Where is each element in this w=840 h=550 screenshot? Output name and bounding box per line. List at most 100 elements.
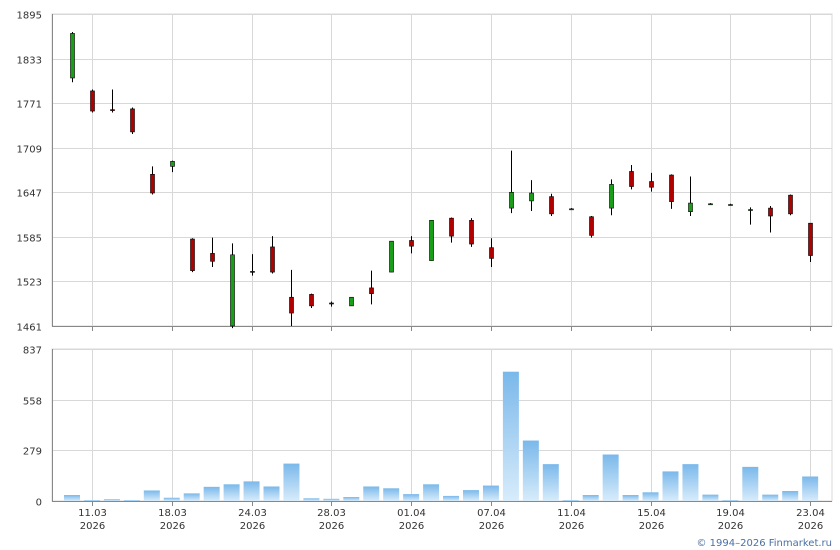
volume-bar — [502, 371, 519, 501]
candle-body — [230, 254, 235, 327]
x-tick-date-label: 23.04 — [796, 508, 825, 519]
volume-bar — [522, 440, 539, 501]
candle — [768, 205, 773, 233]
candle-body — [449, 217, 454, 237]
volume-bar — [642, 492, 659, 501]
volume-bar — [622, 495, 639, 501]
candle — [309, 293, 314, 309]
candle-body — [708, 203, 713, 206]
volume-bar — [143, 490, 160, 501]
candle-body — [649, 181, 654, 188]
x-tick-date-label: 15.04 — [637, 508, 666, 519]
candle — [230, 243, 235, 329]
x-tick-year-label: 2026 — [639, 521, 664, 532]
price-panel: 1461 1523 1585 1647 1709 1771 1833 1895 — [17, 11, 833, 334]
price-tick-label: 1461 — [17, 323, 42, 334]
candle-body — [788, 194, 793, 215]
candle-body — [110, 109, 115, 111]
x-tick-date-label: 11.04 — [557, 508, 586, 519]
x-tick-date-label: 01.04 — [397, 508, 426, 519]
candle-body — [210, 253, 215, 262]
volume-bar — [722, 500, 739, 502]
candle — [389, 240, 394, 273]
price-tick-label: 1523 — [17, 278, 42, 289]
candle — [429, 220, 434, 261]
volume-tick-label: 558 — [23, 397, 42, 408]
x-tick-year-label: 2026 — [399, 521, 424, 532]
candle — [70, 31, 75, 83]
candle-body — [150, 174, 155, 194]
candle-body — [349, 296, 354, 307]
volume-bar — [283, 463, 300, 501]
candle-body — [509, 191, 514, 209]
candle-body — [609, 184, 614, 209]
price-tick-label: 1647 — [17, 189, 42, 200]
candle-body — [669, 174, 674, 202]
candle — [669, 174, 674, 209]
volume-bar — [403, 494, 420, 501]
volume-bar — [562, 500, 579, 502]
volume-bar — [163, 497, 180, 501]
price-tick-label: 1709 — [17, 145, 42, 156]
x-tick-year-label: 2026 — [80, 521, 105, 532]
volume-bar — [183, 493, 200, 501]
x-tick-date-label: 07.04 — [477, 508, 506, 519]
candle — [449, 217, 454, 243]
candle — [349, 296, 354, 307]
candle — [529, 180, 534, 211]
candle — [808, 222, 813, 263]
candle-body — [309, 294, 314, 307]
x-tick-date-label: 11.03 — [78, 508, 107, 519]
candle-body — [589, 216, 594, 236]
candle — [569, 208, 574, 211]
candle — [210, 237, 215, 268]
volume-tick-label: 0 — [36, 498, 42, 509]
x-tick-year-label: 2026 — [319, 521, 344, 532]
volume-bar — [83, 500, 100, 502]
volume-bar — [802, 476, 819, 501]
volume-tick-label: 837 — [23, 346, 42, 357]
candle — [509, 150, 514, 214]
candle — [469, 218, 474, 247]
candle-body — [748, 209, 753, 211]
candle-body — [70, 33, 75, 79]
volume-bar — [243, 481, 260, 501]
volume-bar — [263, 486, 280, 501]
candle — [110, 89, 115, 113]
volume-bar — [303, 498, 320, 501]
candle — [748, 207, 753, 225]
x-axis: 11.03 2026 18.03 2026 24.03 2026 28.03 2026 01.0… — [78, 326, 825, 532]
candle — [170, 160, 175, 173]
candle — [90, 89, 95, 113]
candle — [589, 216, 594, 238]
candle-body — [549, 196, 554, 215]
price-plot-frame — [51, 13, 833, 327]
candle — [649, 172, 654, 192]
candle-body — [170, 161, 175, 167]
candle — [130, 107, 135, 135]
candle-body — [289, 296, 294, 314]
candle — [150, 166, 155, 195]
volume-bar — [123, 500, 140, 502]
candle-body — [270, 246, 275, 273]
candle — [728, 203, 733, 206]
x-tick-year-label: 2026 — [240, 521, 265, 532]
candle — [788, 194, 793, 216]
x-tick-date-label: 18.03 — [158, 508, 187, 519]
volume-bar — [383, 488, 400, 501]
candle-body — [389, 240, 394, 273]
candle-body — [250, 271, 255, 273]
candle-body — [768, 207, 773, 217]
candle — [549, 193, 554, 217]
volume-bar — [343, 497, 360, 501]
candle — [688, 176, 693, 217]
candle — [409, 236, 414, 254]
candle-body — [90, 90, 95, 112]
candle — [250, 254, 255, 276]
candle — [270, 236, 275, 274]
candle-body — [469, 220, 474, 245]
x-tick-year-label: 2026 — [479, 521, 504, 532]
volume-bar — [203, 486, 220, 501]
volume-bar — [582, 495, 599, 501]
volume-bar — [542, 464, 559, 501]
